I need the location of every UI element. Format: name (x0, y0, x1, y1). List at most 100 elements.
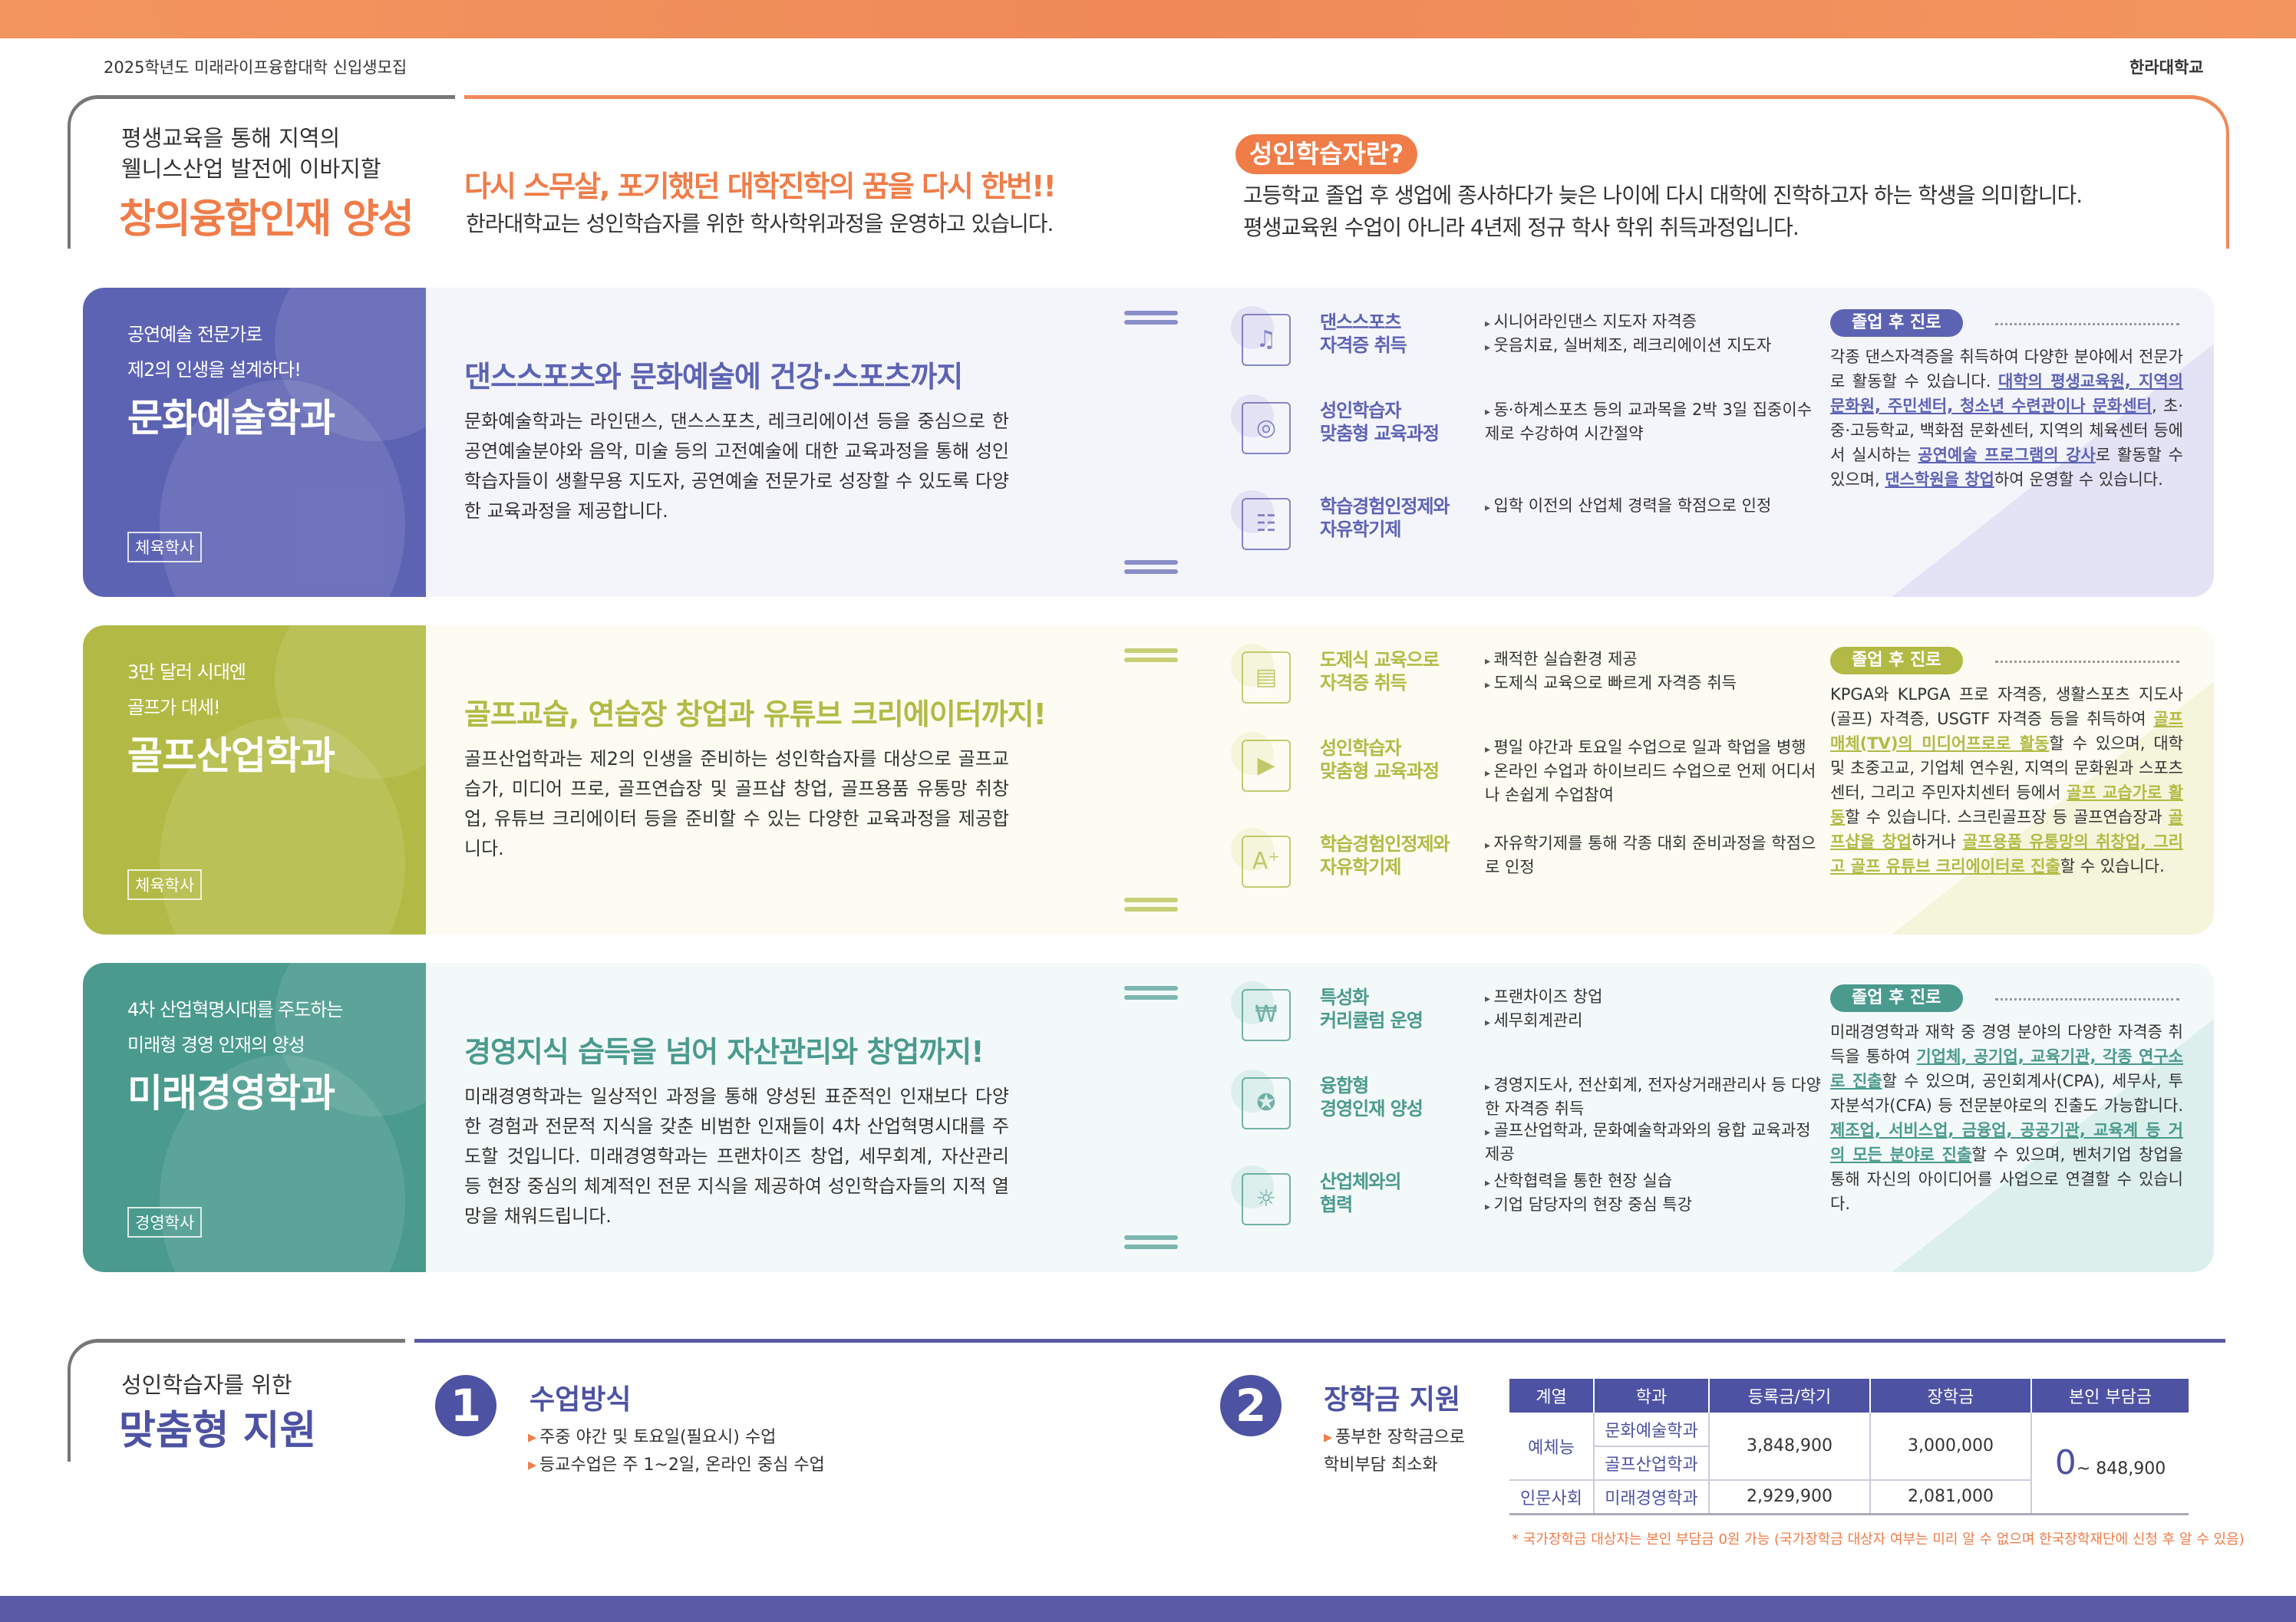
slogan-sub: 한라대학교는 성인학습자를 위한 학사학위과정을 운영하고 있습니다. (466, 211, 1054, 236)
won-book-icon: ₩ (1231, 981, 1297, 1047)
department-headline: 골프교습, 연습장 창업과 유튜브 크리에이터까지! (464, 697, 1047, 731)
intro-highlight: 창의융합인재 양성 (119, 196, 414, 242)
tuition-cell: 3,848,900 (1709, 1413, 1871, 1481)
career-text: , 초·중·고등학교, 백화점 문화센터, 지역의 체육센터 등에서 실시하는 (1830, 397, 2183, 464)
top-band (0, 0, 2296, 38)
department-description: 미래경영학과는 일상적인 과정을 통해 양성된 표준적인 인재보다 다양한 경험… (464, 1086, 1009, 1227)
career-highlight: 공연예술 프로그램의 강사 (1918, 446, 2096, 464)
support-frame-line (414, 1339, 2225, 1343)
career-text: 할 수 있으며, 공인회계사(CPA), 세무사, 투자분석가(CFA) 등 전… (1830, 1072, 2183, 1115)
definition-line: 평생교육원 수업이 아니라 4년제 정규 학사 학위 취득과정입니다. (1243, 215, 1800, 240)
scholarship-list: 풍부한 장학금으로 학비부담 최소화 (1324, 1424, 1477, 1479)
feature-title: 성인학습자 맞춤형 교육과정 (1320, 737, 1477, 783)
feature-bullets: 자유학기제를 통해 각종 대회 준비과정을 학점으로 인정 (1485, 832, 1823, 878)
feature-title-line: 융합형 (1320, 1075, 1369, 1096)
support-pre: 성인학습자를 위한 (121, 1372, 292, 1398)
career-text: 하여 운영할 수 있습니다. (1994, 470, 2163, 489)
feature-bullets: 시니어라인댄스 지도자 자격증웃음치료, 실버체조, 레크리에이션 지도자 (1485, 311, 1823, 358)
feature-bullets: 입학 이전의 산업체 경력을 학점으로 인정 (1485, 495, 1823, 519)
class-method-list: 주중 야간 및 토요일(필요시) 수업 등교수업은 주 1~2일, 온라인 중심… (528, 1424, 825, 1479)
column-header: 장학금 (1870, 1379, 2032, 1413)
definition-text: 고등학교 졸업 후 생업에 종사하다가 늦은 나이에 다시 대학에 진학하고자 … (1243, 180, 2210, 244)
feature-bullet: 동·하계스포츠 등의 교과목을 2박 3일 집중이수제로 수강하여 시간절약 (1485, 399, 1823, 444)
career-text: 할 수 있습니다. 스크린골프장 등 골프연습장과 (1845, 808, 2169, 826)
feature-title-line: 성인학습자 (1320, 737, 1401, 759)
career-highlight: 골프샵을 창업 (1830, 808, 2183, 851)
slogan: 다시 스무살, 포기했던 대학진학의 꿈을 다시 한번!! (464, 170, 1057, 203)
degree-badge: 경영학사 (127, 1207, 203, 1238)
feature-title-line: 산업체와의 (1320, 1171, 1401, 1192)
feature-bullet: 시니어라인댄스 지도자 자격증 (1485, 311, 1823, 335)
department-row: 3만 달러 시대엔 골프가 대세! 골프산업학과 체육학사 골프교습, 연습장 창… (83, 625, 2214, 935)
table-row: 예체능 문화예술학과 3,848,900 3,000,000 0~ 848,90… (1509, 1413, 2189, 1482)
career-box: 졸업 후 진로 미래경영학과 재학 중 경영 분야의 다양한 자격증 취득을 통… (1830, 984, 2183, 1216)
department-cell: 미래경영학과 (1594, 1480, 1710, 1514)
list-item: 풍부한 장학금으로 학비부담 최소화 (1324, 1424, 1477, 1479)
divider-bars-icon (1124, 898, 1178, 916)
column-header: 계열 (1509, 1379, 1595, 1413)
feature-title-line: 협력 (1320, 1194, 1353, 1215)
degree-badge: 체육학사 (127, 532, 203, 562)
tagline-line: 제2의 인생을 설계하다! (127, 359, 302, 381)
department-detail: 경영지식 습득을 넘어 자산관리와 창업까지! 미래경영학과는 일상적인 과정을… (426, 963, 2214, 1272)
tagline-line: 공연예술 전문가로 (127, 324, 262, 345)
pass-badge-icon: ✪ (1231, 1070, 1297, 1136)
career-text: 각종 댄스자격증을 취득하여 다양한 분야에서 전문가로 활동할 수 있습니다.… (1830, 345, 2183, 492)
career-highlight: 기업체, 공기업, 교육기관, 각종 연구소로 진출 (1830, 1047, 2183, 1090)
class-method-title: 수업방식 (529, 1384, 632, 1416)
department-panel: 4차 산업혁명시대를 주도하는 미래형 경영 인재의 양성 미래경영학과 경영학사 (83, 963, 426, 1272)
career-highlight: 골프 교습가로 활동 (1830, 783, 2183, 826)
tagline-line: 미래형 경영 인재의 양성 (127, 1034, 305, 1056)
definition-line: 고등학교 졸업 후 생업에 종사하다가 늦은 나이에 다시 대학에 진학하고자 … (1243, 183, 2083, 208)
department-name: 골프산업학과 (127, 734, 335, 778)
intro-line: 웰니스산업 발전에 이바지할 (121, 156, 381, 182)
career-text: 각종 댄스자격증을 취득하여 다양한 분야에서 전문가로 활동할 수 있습니다. (1830, 348, 2183, 391)
lightbulb-people-icon: ☼ (1231, 1165, 1297, 1231)
music-scroll-icon: ♫ (1231, 306, 1297, 372)
tagline-line: 골프가 대세! (127, 697, 221, 718)
department-headline: 댄스스포츠와 문화예술에 건강·스포츠까지 (464, 360, 963, 394)
divider-bars-icon (1124, 1235, 1178, 1254)
feature-bullet: 경영지도사, 전산회계, 전자상거래관리사 등 다양한 자격증 취득 (1485, 1074, 1823, 1119)
self-pay-range: ~ 848,900 (2076, 1459, 2166, 1479)
step-1-circle: 1 (435, 1375, 496, 1436)
department-name: 문화예술학과 (127, 396, 335, 440)
department-cell: 골프산업학과 (1594, 1446, 1710, 1481)
feature-title: 댄스스포츠 자격증 취득 (1320, 311, 1477, 357)
scholarship-cell: 2,081,000 (1870, 1480, 2032, 1514)
tuition-table: 계열 학과 등록금/학기 장학금 본인 부담금 예체능 문화예술학과 3,848… (1509, 1379, 2189, 1515)
feature-title-line: 맞춤형 교육과정 (1320, 423, 1440, 444)
feature-bullet: 세무회계관리 (1485, 1010, 1823, 1034)
document-cursor-icon: ▤ (1231, 644, 1297, 710)
feature-title-line: 댄스스포츠 (1320, 312, 1401, 333)
tagline-line: 4차 산업혁명시대를 주도하는 (127, 999, 343, 1020)
department-panel: 3만 달러 시대엔 골프가 대세! 골프산업학과 체육학사 (83, 625, 426, 935)
career-highlight: 제조업, 서비스업, 금융업, 공공기관, 교육계 등 거의 모든 분야로 진출 (1830, 1121, 2183, 1164)
department-headline: 경영지식 습득을 넘어 자산관리와 창업까지! (464, 1035, 985, 1069)
feature-title: 특성화 커리큘럼 운영 (1320, 986, 1477, 1032)
feature-title-line: 자유학기제 (1320, 519, 1401, 540)
support-frame-left (68, 1339, 405, 1462)
table-row: 골프산업학과 (1509, 1446, 2189, 1481)
intro-frame-right (464, 95, 2229, 249)
feature-bullet: 평일 야간과 토요일 수업으로 일과 학업을 병행 (1485, 737, 1823, 760)
header-title: 2025학년도 미래라이프융합대학 신입생모집 (104, 58, 407, 77)
step-2-circle: 2 (1220, 1375, 1282, 1436)
department-detail: 댄스스포츠와 문화예술에 건강·스포츠까지 문화예술학과는 라인댄스, 댄스스포… (426, 288, 2214, 597)
feature-title-line: 학습경험인정제와 (1320, 496, 1450, 517)
career-text: 할 수 있으며, 벤처기업 창업을 통해 자신의 아이디어를 사업으로 연결할 … (1830, 1146, 2183, 1213)
feature-bullets: 평일 야간과 토요일 수업으로 일과 학업을 병행온라인 수업과 하이브리드 수… (1485, 737, 1823, 806)
feature-title-line: 맞춤형 교육과정 (1320, 760, 1440, 782)
list-item: 등교수업은 주 1~2일, 온라인 중심 수업 (528, 1452, 825, 1479)
divider-bars-icon (1124, 986, 1178, 1004)
university-name: 한라대학교 (2129, 58, 2204, 77)
feature-bullet: 기업 담당자의 현장 중심 특강 (1485, 1194, 1823, 1218)
department-detail: 골프교습, 연습장 창업과 유튜브 크리에이터까지! 골프산업학과는 제2의 인… (426, 625, 2214, 935)
scholarship-title: 장학금 지원 (1324, 1384, 1461, 1416)
divider-bars-icon (1124, 560, 1178, 579)
